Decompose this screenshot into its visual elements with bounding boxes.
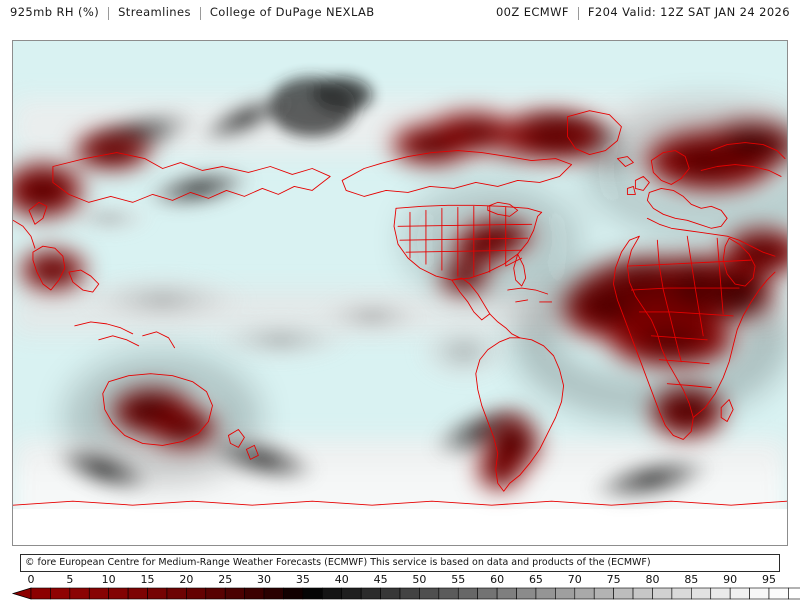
- colorbar-swatch[interactable]: [322, 587, 343, 600]
- attribution-box: © fore European Centre for Medium-Range …: [20, 554, 780, 572]
- header-separator-icon: [108, 6, 110, 20]
- colorbar-swatch[interactable]: [729, 587, 750, 600]
- colorbar-swatch[interactable]: [535, 587, 556, 600]
- colorbar-tick-95: 95: [762, 573, 776, 586]
- colorbar-swatch[interactable]: [555, 587, 576, 600]
- colorbar-swatch[interactable]: [710, 587, 731, 600]
- colorbar-swatch[interactable]: [593, 587, 614, 600]
- colorbar-swatch[interactable]: [652, 587, 673, 600]
- colorbar-tick-55: 55: [451, 573, 466, 586]
- colorbar-tick-65: 65: [528, 573, 543, 586]
- colorbar-tick-60: 60: [490, 573, 505, 586]
- colorbar-swatch[interactable]: [127, 587, 148, 600]
- colorbar-tick-labels: 0 5 10 15 20 25 30 35 40 45 50 55 60 65 70 75 80 85 90 95: [0, 574, 800, 587]
- colorbar-swatch[interactable]: [205, 587, 226, 600]
- field-title: 925mb RH (%): [10, 5, 100, 20]
- colorbar-tick-50: 50: [412, 573, 427, 586]
- colorbar-swatch[interactable]: [419, 587, 440, 600]
- colorbar-tick-20: 20: [179, 573, 194, 586]
- antarctica-region: [13, 509, 787, 545]
- header-separator-icon: [577, 6, 579, 20]
- colorbar-swatch[interactable]: [302, 587, 323, 600]
- colorbar-swatch[interactable]: [749, 587, 770, 600]
- colorbar-swatch[interactable]: [613, 587, 634, 600]
- colorbar-swatch[interactable]: [457, 587, 478, 600]
- map-frame: [12, 40, 788, 546]
- colorbar-tick-5: 5: [66, 573, 74, 586]
- header-left-group: 925mb RH (%) Streamlines College of DuPa…: [10, 5, 375, 20]
- colorbar-swatch[interactable]: [399, 587, 420, 600]
- colorbar-swatch[interactable]: [671, 587, 692, 600]
- colorbar-tick-40: 40: [334, 573, 349, 586]
- colorbar-tick-90: 90: [723, 573, 738, 586]
- colorbar-under-arrow: [11, 587, 32, 600]
- colorbar-swatch[interactable]: [788, 587, 800, 600]
- colorbar-swatch[interactable]: [477, 587, 498, 600]
- header-separator-icon: [199, 6, 201, 20]
- colorbar-swatch[interactable]: [88, 587, 109, 600]
- colorbar-swatch[interactable]: [768, 587, 789, 600]
- colorbar-tick-70: 70: [567, 573, 582, 586]
- colorbar-swatch[interactable]: [380, 587, 401, 600]
- colorbar-tick-35: 35: [295, 573, 310, 586]
- colorbar-tick-75: 75: [606, 573, 621, 586]
- header-right-group: 00Z ECMWF F204 Valid: 12Z SAT JAN 24 202…: [495, 5, 790, 20]
- colorbar-swatch[interactable]: [263, 587, 284, 600]
- colorbar-gradient[interactable]: [0, 587, 800, 600]
- colorbar-swatch[interactable]: [283, 587, 304, 600]
- colorbar-tick-30: 30: [257, 573, 272, 586]
- world-map-rh-field[interactable]: [13, 41, 787, 545]
- colorbar-swatch[interactable]: [30, 587, 51, 600]
- colorbar-swatch[interactable]: [69, 587, 90, 600]
- colorbar-tick-10: 10: [101, 573, 116, 586]
- colorbar-swatch[interactable]: [496, 587, 517, 600]
- colorbar-swatch[interactable]: [632, 587, 653, 600]
- colorbar-swatch[interactable]: [147, 587, 168, 600]
- colorbar-swatch[interactable]: [360, 587, 381, 600]
- colorbar-swatch[interactable]: [50, 587, 71, 600]
- colorbar-tick-25: 25: [218, 573, 233, 586]
- colorbar-swatch[interactable]: [166, 587, 187, 600]
- overlay-title: Streamlines: [118, 5, 191, 20]
- attribution-text: © fore European Centre for Medium-Range …: [25, 557, 651, 569]
- colorbar-swatch[interactable]: [516, 587, 537, 600]
- coastlines-and-borders: [13, 110, 787, 506]
- colorbar-tick-85: 85: [684, 573, 699, 586]
- colorbar-swatch[interactable]: [438, 587, 459, 600]
- colorbar-swatch[interactable]: [341, 587, 362, 600]
- colorbar-tick-45: 45: [373, 573, 388, 586]
- colorbar-tick-0: 0: [27, 573, 35, 586]
- header-bar: 925mb RH (%) Streamlines College of DuPa…: [0, 0, 800, 26]
- colorbar-tick-15: 15: [140, 573, 155, 586]
- colorbar[interactable]: 0 5 10 15 20 25 30 35 40 45 50 55 60 65 70 75 80 85 90 95: [0, 574, 800, 600]
- colorbar-swatch[interactable]: [224, 587, 245, 600]
- colorbar-swatch[interactable]: [108, 587, 129, 600]
- colorbar-swatch[interactable]: [574, 587, 595, 600]
- colorbar-swatch[interactable]: [244, 587, 265, 600]
- model-run-label: 00Z ECMWF: [495, 5, 569, 20]
- valid-time-label: F204 Valid: 12Z SAT JAN 24 2026: [587, 5, 790, 20]
- colorbar-tick-80: 80: [645, 573, 660, 586]
- colorbar-swatch[interactable]: [691, 587, 712, 600]
- provider-title: College of DuPage NEXLAB: [209, 5, 375, 20]
- colorbar-swatch[interactable]: [186, 587, 207, 600]
